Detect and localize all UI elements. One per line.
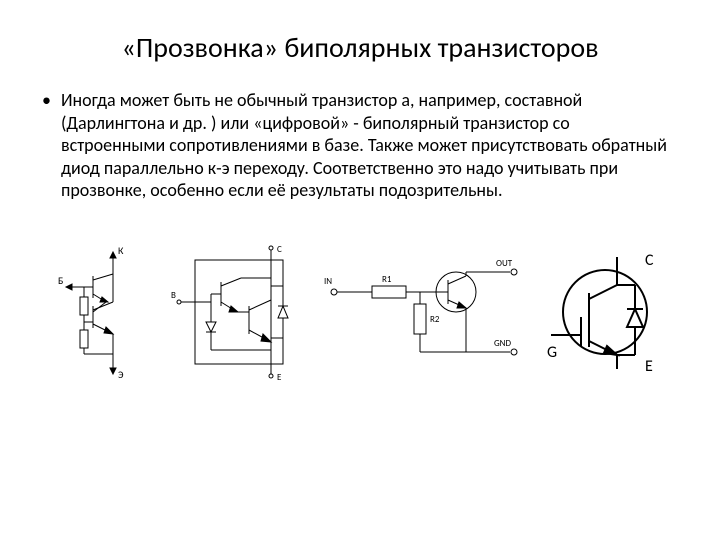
svg-text:B: B xyxy=(171,290,176,301)
diagram-darlington-1: К Б Э xyxy=(58,242,148,382)
diagram-igbt: C G E xyxy=(547,247,662,377)
svg-text:IN: IN xyxy=(324,276,332,287)
bullet-text: Иногда может быть не обычный транзистор … xyxy=(61,89,674,202)
svg-text:GND: GND xyxy=(494,338,511,349)
diagram-row: К Б Э xyxy=(36,242,684,382)
svg-text:OUT: OUT xyxy=(496,258,513,269)
bullet-item: • Иногда может быть не обычный транзисто… xyxy=(42,89,674,202)
slide-title: «Прозвонка» биполярных транзисторов xyxy=(36,30,684,65)
diagram-digital-transistor: IN OUT GND R1 R2 xyxy=(324,252,524,372)
svg-text:R1: R1 xyxy=(382,274,392,285)
svg-text:R2: R2 xyxy=(430,314,440,325)
diagram-darlington-2: С B Е xyxy=(171,242,301,382)
svg-text:Е: Е xyxy=(277,372,282,382)
svg-text:Э: Э xyxy=(118,368,124,381)
svg-text:E: E xyxy=(645,357,653,376)
svg-text:G: G xyxy=(547,343,557,362)
svg-text:C: C xyxy=(645,251,654,270)
svg-text:С: С xyxy=(277,244,282,255)
svg-text:Б: Б xyxy=(58,274,63,287)
svg-text:К: К xyxy=(118,244,124,257)
bullet-marker: • xyxy=(42,89,51,112)
